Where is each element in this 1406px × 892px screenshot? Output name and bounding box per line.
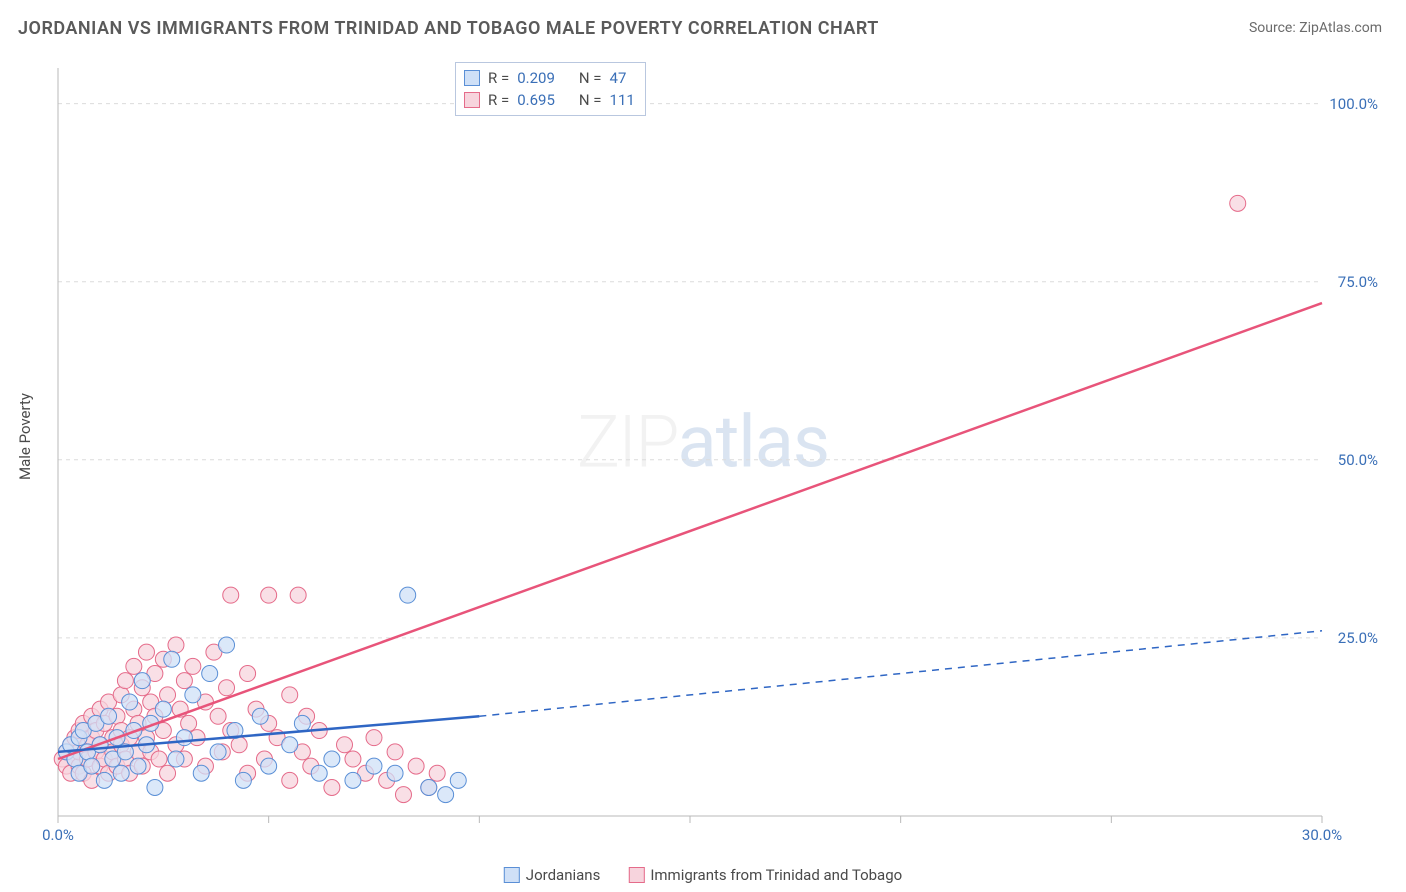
legend-item-1: Jordanians: [504, 866, 601, 884]
x-tick-label: 0.0%: [42, 826, 74, 844]
stats-row-series-1: R = 0.209 N = 47: [464, 67, 635, 89]
series-legend: Jordanians Immigrants from Trinidad and …: [504, 866, 902, 884]
swatch-series-1: [464, 70, 480, 86]
r-value-1: 0.209: [517, 67, 555, 89]
y-tick-label: 50.0%: [1338, 451, 1378, 469]
source-attribution: Source: ZipAtlas.com: [1249, 20, 1382, 36]
x-tick-label: 30.0%: [1302, 826, 1342, 844]
y-axis-label: Male Poverty: [16, 393, 34, 480]
n-value-2: 111: [610, 89, 635, 111]
swatch-series-2: [464, 92, 480, 108]
r-value-2: 0.695: [517, 89, 555, 111]
stats-row-series-2: R = 0.695 N = 111: [464, 89, 635, 111]
swatch-legend-2: [628, 867, 644, 883]
chart-title: JORDANIAN VS IMMIGRANTS FROM TRINIDAD AN…: [18, 18, 879, 39]
y-tick-label: 100.0%: [1329, 95, 1378, 113]
legend-item-2: Immigrants from Trinidad and Tobago: [628, 866, 902, 884]
scatter-plot: [50, 60, 1370, 830]
y-tick-label: 25.0%: [1338, 629, 1378, 647]
swatch-legend-1: [504, 867, 520, 883]
stats-legend-box: R = 0.209 N = 47 R = 0.695 N = 111: [455, 62, 646, 116]
n-value-1: 47: [610, 67, 627, 89]
y-tick-label: 75.0%: [1338, 273, 1378, 291]
